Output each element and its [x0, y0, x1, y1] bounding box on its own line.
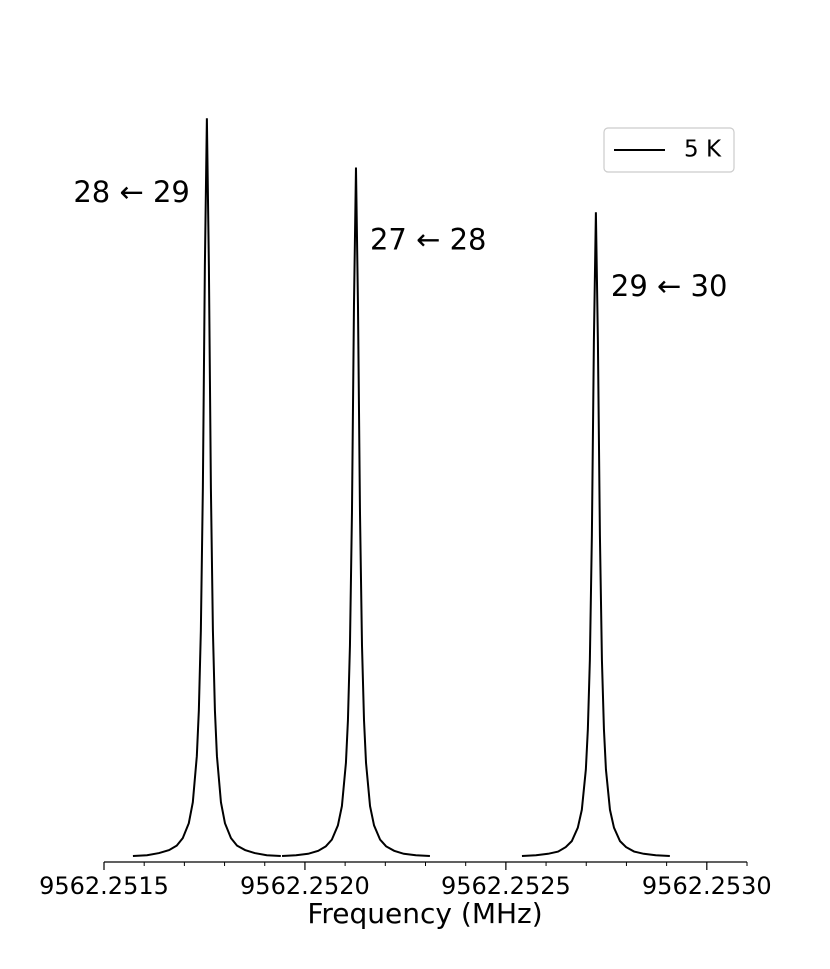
peak-annotation: 28 ← 29: [73, 175, 190, 209]
spectrum-line: [132, 118, 670, 858]
legend-box: [603, 127, 735, 173]
legend-label: 5 K: [684, 137, 722, 163]
x-tick-label: 9562.2530: [642, 872, 772, 900]
x-tick-label: 9562.2515: [39, 872, 169, 900]
peak-annotation: 27 ← 28: [370, 222, 487, 256]
x-axis-label: Frequency (MHz): [307, 897, 542, 930]
x-tick-label: 9562.2520: [240, 872, 370, 900]
x-tick-label: 9562.2525: [441, 872, 571, 900]
peak-annotation: 29 ← 30: [611, 269, 728, 303]
